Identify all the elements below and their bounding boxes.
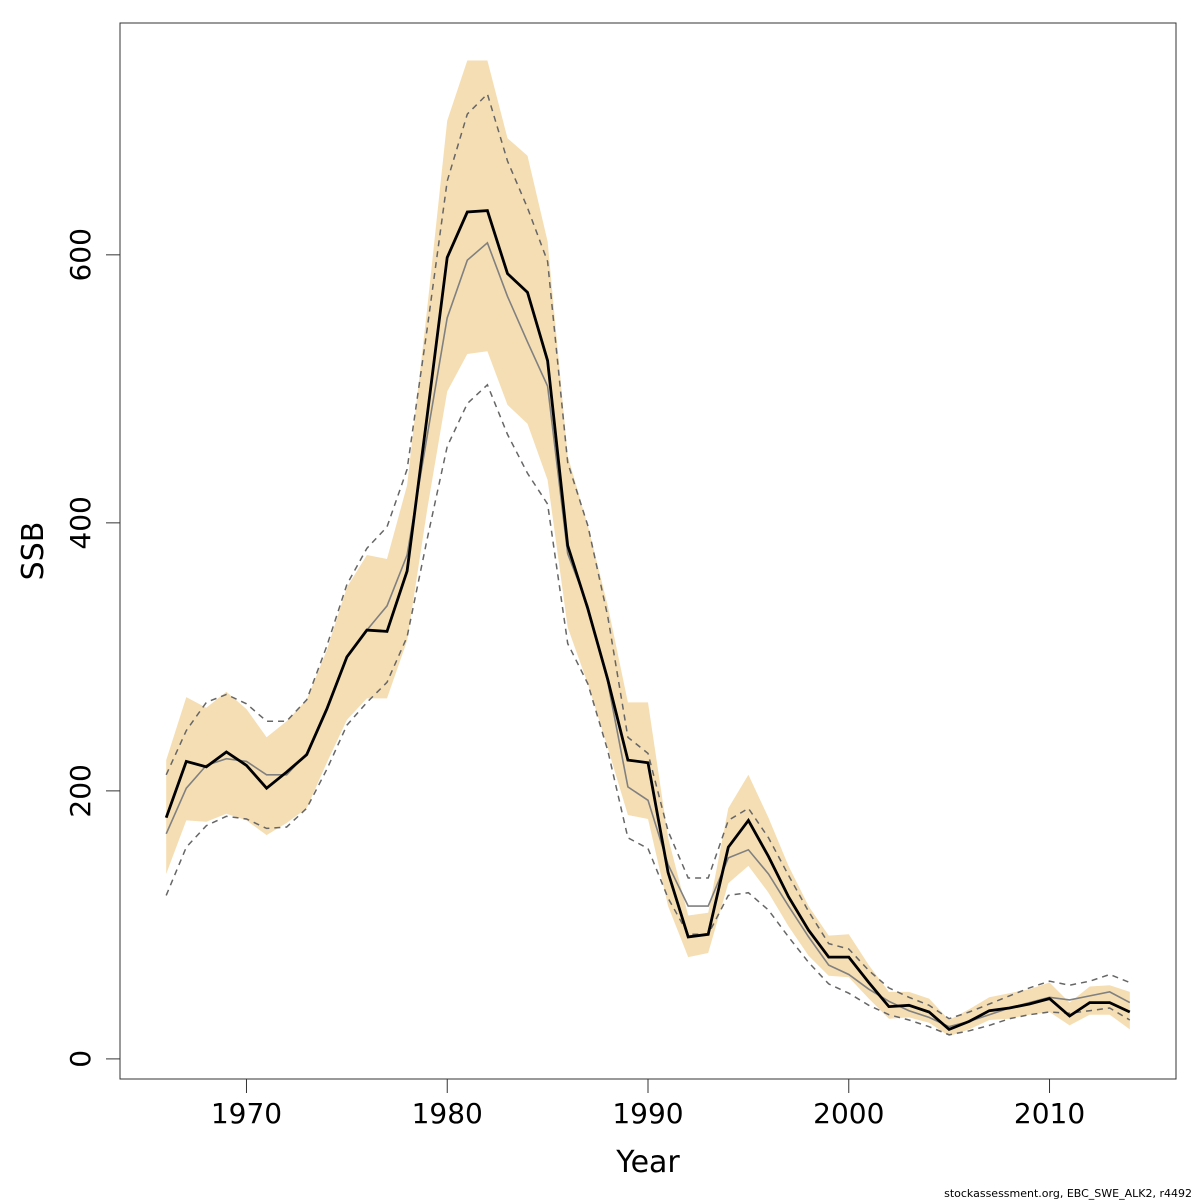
x-tick-label: 2010 [1014,1097,1085,1130]
y-tick-label: 400 [64,496,97,549]
confidence-band-layer [166,60,1130,1037]
y-tick-label: 600 [64,228,97,281]
x-tick-label: 2000 [813,1097,884,1130]
confidence-band [166,60,1130,1037]
x-axis: 1970 1980 1990 2000 2010 [211,1078,1085,1130]
comparison-lower-line [165,383,1131,1036]
comparison-upper-line [165,92,1131,1020]
y-axis-title: SSB [16,522,51,581]
x-tick-label: 1990 [612,1097,683,1130]
series-lines-layer [164,92,1131,1036]
x-axis-title: Year [615,1145,680,1180]
y-axis: 0 200 400 600 [64,228,121,1068]
x-tick-label: 1970 [211,1097,282,1130]
y-tick-label: 200 [64,764,97,817]
x-tick-label: 1980 [412,1097,483,1130]
comparison-estimate-line [165,241,1131,1028]
plot-frame [119,22,1177,1080]
ssb-estimate-line [164,209,1131,1032]
footer-credit: stockassessment.org, EBC_SWE_ALK2, r4492 [944,1187,1192,1200]
y-tick-label: 0 [64,1050,97,1068]
